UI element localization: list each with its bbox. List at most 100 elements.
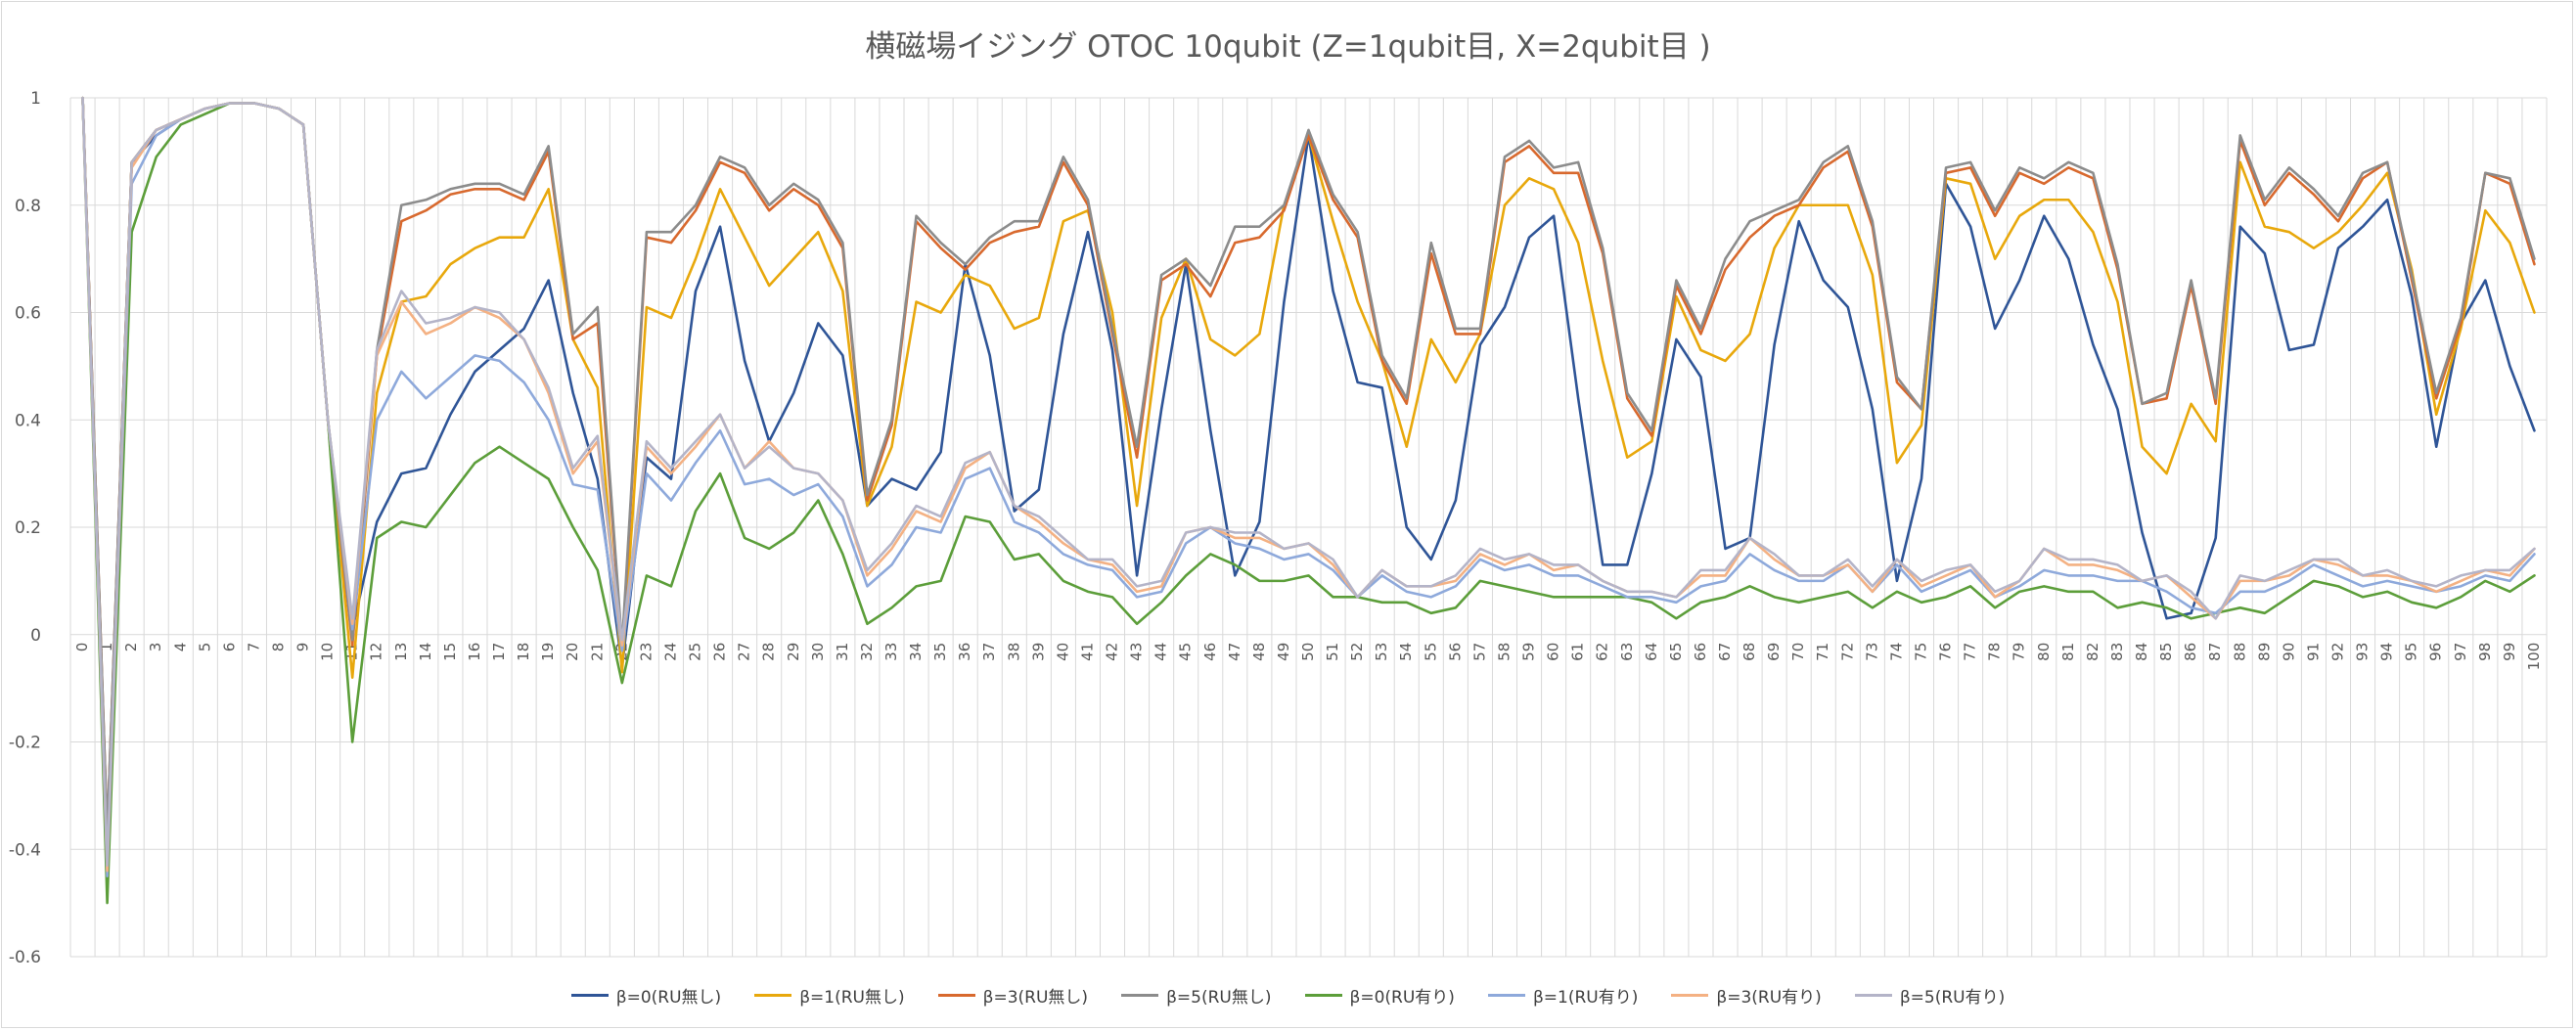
x-tick-label: 28 [760,643,778,661]
y-tick-label: 0.8 [15,197,41,216]
legend-label: β=1(RU有り) [1532,988,1639,1008]
legend-swatch [1671,994,1709,997]
x-tick-label: 91 [2304,643,2322,661]
x-tick-label: 61 [1569,643,1587,661]
legend-label: β=1(RU無し) [799,988,905,1008]
x-tick-label: 11 [343,643,361,661]
x-tick-label: 33 [882,643,900,661]
x-tick-label: 94 [2378,643,2396,661]
series-line-4 [81,96,2536,835]
x-tick-label: 23 [637,643,655,661]
series-line-2 [81,96,2536,846]
x-tick-label: 13 [392,643,410,661]
legend-swatch [754,994,792,997]
x-tick-label: 76 [1937,643,1955,661]
x-tick-label: 79 [2011,643,2028,661]
legend-swatch [1121,994,1159,997]
x-tick-label: 55 [1422,643,1439,661]
series-line-1 [81,96,2536,840]
y-tick-label: 0.2 [15,518,41,538]
x-tick-label: 92 [2328,643,2346,661]
x-tick-label: 63 [1618,643,1636,661]
x-tick-label: 29 [785,643,802,661]
x-tick-label: 15 [441,643,459,661]
x-tick-label: 44 [1152,643,1170,661]
x-tick-label: 72 [1838,643,1856,661]
legend-swatch [1304,994,1342,997]
x-tick-label: 14 [417,643,434,661]
x-tick-label: 19 [539,643,557,661]
y-tick-label: -0.4 [9,840,41,860]
x-tick-label: 51 [1324,643,1341,661]
x-tick-label: 84 [2133,643,2150,661]
series-line-7 [81,96,2536,873]
x-tick-label: 46 [1201,643,1219,661]
x-tick-label: 7 [245,643,262,652]
x-tick-label: 21 [588,643,606,661]
legend-swatch [570,994,609,997]
x-tick-label: 37 [980,643,998,661]
x-tick-label: 16 [466,643,483,661]
legend-label: β=5(RU無し) [1166,988,1272,1008]
chart-title: 横磁場イジング OTOC 10qubit (Z=1qubit目, X=2qubi… [865,29,1711,65]
x-tick-label: 50 [1299,643,1317,661]
x-tick-label: 1 [98,643,115,652]
legend: β=0(RU無し) β=1(RU無し) β=3(RU無し) β=5(RU無し) β=0(… [0,983,2576,1008]
x-tick-label: 6 [220,643,238,652]
x-tick-label: 36 [956,643,973,661]
x-tick-label: 10 [319,643,337,661]
x-tick-label: 34 [907,643,925,661]
x-tick-label: 12 [368,643,385,661]
x-tick-label: 26 [711,643,729,661]
x-tick-label: 68 [1740,643,1758,661]
x-tick-label: 52 [1348,643,1366,661]
x-tick-label: 97 [2452,643,2469,661]
series-line-6 [81,96,2536,877]
series-lines [81,96,2536,905]
x-tick-label: 64 [1643,643,1660,661]
x-tick-label: 30 [809,643,827,661]
x-tick-label: 38 [1005,643,1022,661]
legend-item-1: β=0(RU無し) [570,983,722,1008]
x-tick-label: 42 [1104,643,1121,661]
x-tick-label: 98 [2476,643,2494,661]
x-tick-label: 47 [1226,643,1243,661]
x-tick-label: 60 [1545,643,1562,661]
legend-label: β=0(RU無し) [615,988,722,1008]
x-tick-label: 2 [122,643,140,652]
x-tick-label: 25 [687,643,704,661]
x-tick-label: 17 [490,643,508,661]
legend-item-6: β=1(RU有り) [1487,983,1639,1008]
x-tick-label: 20 [564,643,581,661]
x-tick-label: 40 [1054,643,1071,661]
x-tick-label: 9 [294,643,312,652]
x-axis-ticks: 0 1 2 3 4 5 6 7 8 9 10 11 12 13 14 15 16 17 18 19 20 21 22 23 24… [73,643,2543,671]
x-tick-label: 3 [147,643,164,652]
x-tick-label: 56 [1446,643,1464,661]
x-tick-label: 8 [270,643,288,652]
x-tick-label: 57 [1470,643,1488,661]
x-tick-label: 53 [1373,643,1390,661]
y-tick-label: -0.6 [9,948,41,967]
x-tick-label: 99 [2501,643,2518,661]
x-tick-label: 87 [2206,643,2224,661]
x-tick-label: 49 [1275,643,1292,661]
x-tick-label: 100 [2525,643,2543,671]
legend-item-8: β=5(RU有り) [1854,983,2005,1008]
x-tick-label: 86 [2182,643,2199,661]
x-tick-label: 32 [858,643,876,661]
gridlines [69,97,2548,958]
legend-item-7: β=3(RU有り) [1671,983,1822,1008]
x-tick-label: 66 [1692,643,1709,661]
x-tick-label: 75 [1912,643,1929,661]
x-tick-label: 71 [1814,643,1831,661]
x-tick-label: 24 [661,643,679,661]
x-tick-label: 59 [1520,643,1538,661]
x-tick-label: 67 [1716,643,1734,661]
x-tick-label: 0 [73,643,91,652]
legend-item-2: β=1(RU無し) [754,983,905,1008]
x-tick-label: 81 [2059,643,2077,661]
x-tick-label: 69 [1765,643,1783,661]
